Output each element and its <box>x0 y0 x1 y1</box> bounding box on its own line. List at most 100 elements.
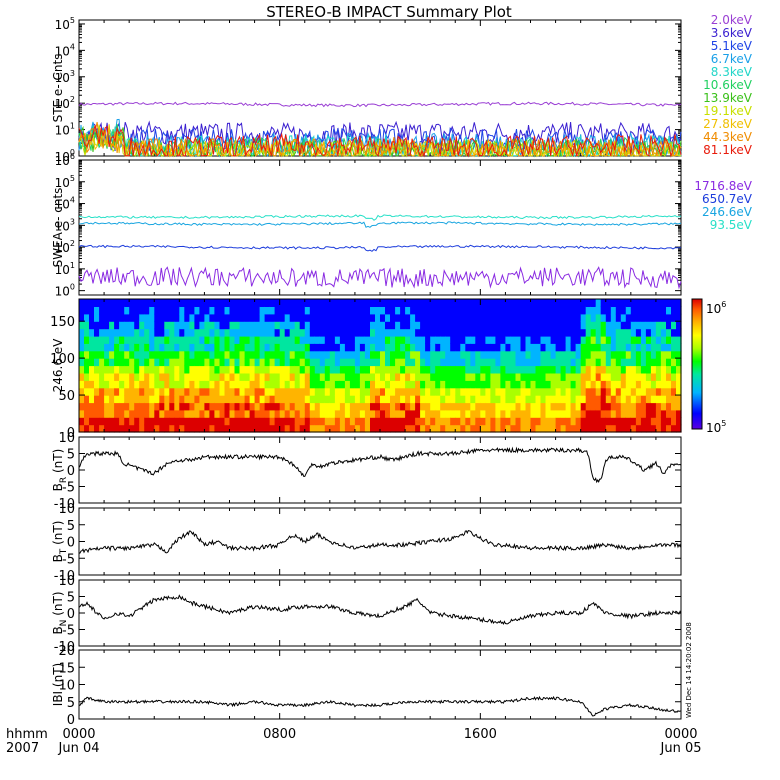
heatmap-cell <box>184 402 190 411</box>
heatmap-cell <box>154 387 160 396</box>
heatmap-cell <box>560 387 567 396</box>
heatmap-cell <box>289 321 296 330</box>
bmag-y-tick-label: 0 <box>67 713 75 728</box>
heatmap-cell <box>294 350 301 359</box>
heatmap-cell <box>164 313 170 322</box>
heatmap-cell <box>159 424 165 433</box>
heatmap-cell <box>269 409 276 418</box>
heatmap-cell <box>184 387 190 396</box>
heatmap-cell <box>525 328 532 337</box>
heatmap-cell <box>294 343 301 352</box>
heatmap-cell <box>550 402 557 411</box>
heatmap-cell <box>460 313 466 322</box>
heatmap-cell <box>605 358 612 367</box>
heatmap-cell <box>154 343 160 352</box>
heatmap-cell <box>671 313 677 322</box>
heatmap-cell <box>530 358 537 367</box>
heatmap-cell <box>219 335 226 344</box>
heatmap-cell <box>239 321 246 330</box>
heatmap-cell <box>465 313 471 322</box>
heatmap-cell <box>440 402 446 411</box>
heatmap-cell <box>359 365 366 374</box>
heatmap-cell <box>229 417 236 426</box>
heatmap-cell <box>500 313 506 322</box>
heatmap-cell <box>375 365 381 374</box>
heatmap-cell <box>430 380 436 389</box>
heatmap-cell <box>625 306 632 315</box>
heatmap-cell <box>605 402 612 411</box>
heatmap-cell <box>349 402 356 411</box>
heatmap-cell <box>645 306 652 315</box>
heatmap-cell <box>319 387 326 396</box>
heatmap-cell <box>144 365 150 374</box>
heatmap-cell <box>254 380 261 389</box>
heatmap-cell <box>319 350 326 359</box>
heatmap-cell <box>640 365 647 374</box>
heatmap-cell <box>510 350 516 359</box>
heatmap-cell <box>144 306 150 315</box>
heatmap-cell <box>344 372 351 381</box>
heatmap-cell <box>294 417 301 426</box>
heatmap-cell <box>455 380 461 389</box>
heatmap-cell <box>575 328 582 337</box>
heatmap-cell <box>610 299 617 307</box>
heatmap-cell <box>164 380 170 389</box>
heatmap-cell <box>364 372 371 381</box>
heatmap-cell <box>671 350 677 359</box>
heatmap-cell <box>269 328 276 337</box>
heatmap-cell <box>314 350 321 359</box>
bmag-y-tick-label: 10 <box>58 679 75 694</box>
bn-y-axis-label-part: (nT) <box>51 591 65 619</box>
heatmap-cell <box>299 306 306 315</box>
heatmap-cell <box>650 299 657 307</box>
heatmap-cell <box>129 321 135 330</box>
heatmap-cell <box>274 306 281 315</box>
heatmap-cell <box>109 299 115 307</box>
heatmap-cell <box>344 306 351 315</box>
heatmap-cell <box>470 321 476 330</box>
heatmap-cell <box>470 387 476 396</box>
heatmap-cell <box>660 299 667 307</box>
heatmap-cell <box>319 395 326 404</box>
heatmap-cell <box>540 365 547 374</box>
footer-time-label: 0800 <box>263 727 296 742</box>
heatmap-cell <box>440 380 446 389</box>
heatmap-cell <box>535 395 542 404</box>
bt-y-tick-label: -10 <box>54 569 75 584</box>
heatmap-cell <box>540 306 547 315</box>
heatmap-cell <box>354 313 361 322</box>
heatmap-cell <box>380 402 386 411</box>
heatmap-cell <box>304 306 311 315</box>
heatmap-cell <box>460 321 466 330</box>
bt-trace <box>78 530 682 554</box>
heatmap-cell <box>600 417 607 426</box>
heatmap-cell <box>199 299 205 307</box>
heatmap-cell <box>375 409 381 418</box>
heatmap-cell <box>344 417 351 426</box>
heatmap-cell <box>154 395 160 404</box>
heatmap-cell <box>600 402 607 411</box>
heatmap-cell <box>109 313 115 322</box>
heatmap-cell <box>405 365 411 374</box>
heatmap-cell <box>666 306 672 315</box>
heatmap-cell <box>525 343 532 352</box>
heatmap-cell <box>460 395 466 404</box>
heatmap-cell <box>159 343 165 352</box>
heatmap-cell <box>425 402 431 411</box>
swea-y-tick-base: 10 <box>55 219 70 233</box>
heatmap-cell <box>169 350 175 359</box>
heatmap-cell <box>590 365 597 374</box>
heatmap-cell <box>249 424 256 433</box>
heatmap-cell <box>430 350 436 359</box>
heatmap-cell <box>364 343 371 352</box>
heatmap-cell <box>555 358 562 367</box>
heatmap-cell <box>390 365 396 374</box>
heatmap-cell <box>525 299 532 307</box>
ste-y-tick-label: 104 <box>55 42 75 58</box>
swea-y-axis-label: SWEA e- cnts <box>51 188 65 268</box>
heatmap-cell <box>615 402 622 411</box>
heatmap-cell <box>349 335 356 344</box>
heatmap-cell <box>540 358 547 367</box>
heatmap-cell <box>440 424 446 433</box>
heatmap-cell <box>134 417 140 426</box>
